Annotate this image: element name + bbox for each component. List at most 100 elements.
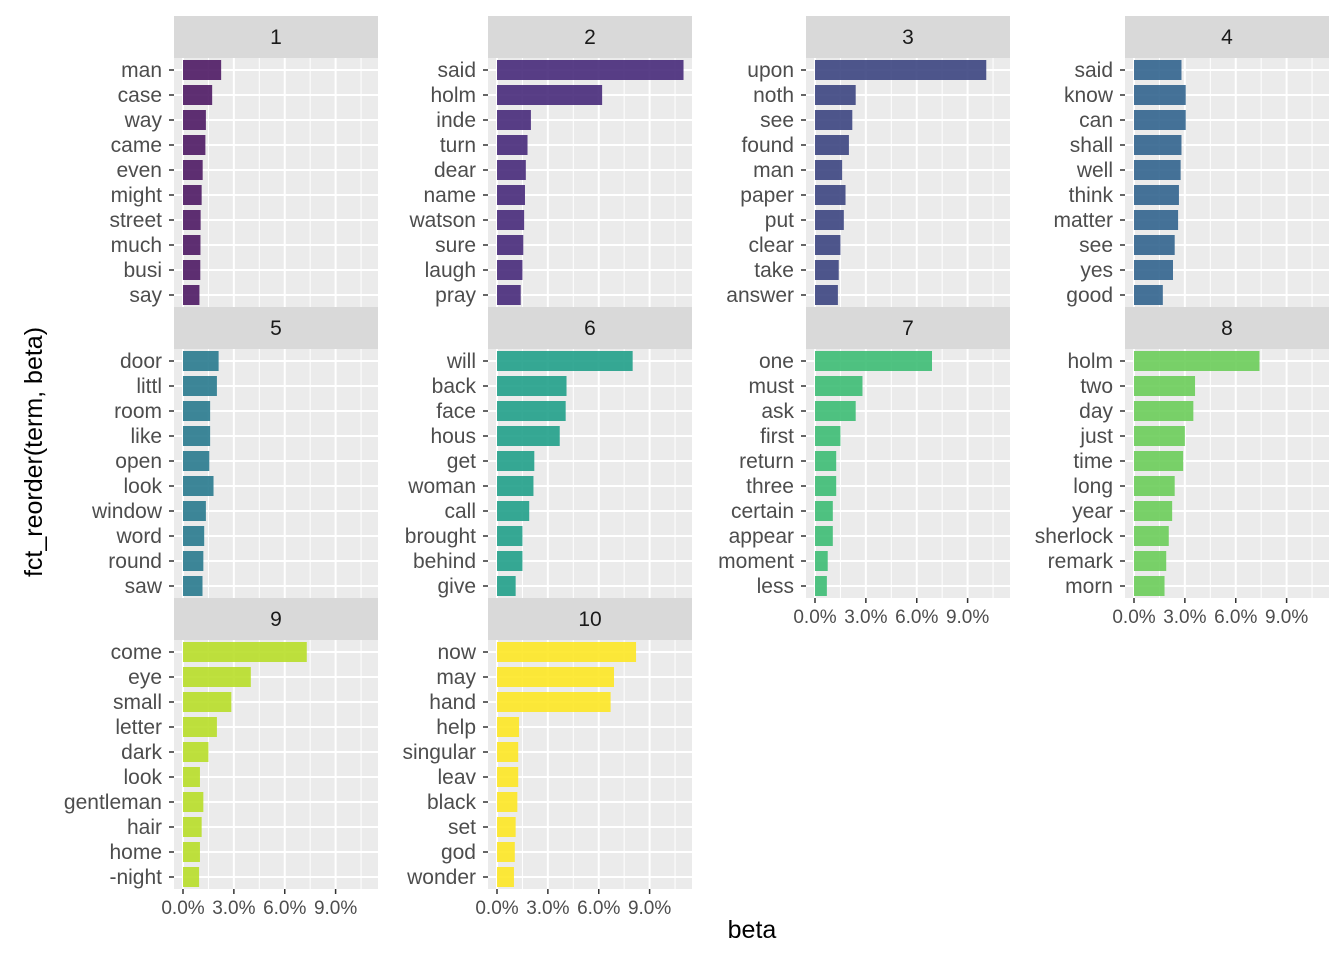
bar-sure	[497, 235, 524, 255]
term-label: open	[115, 450, 162, 473]
bar-hair	[183, 817, 202, 837]
bar-case	[183, 85, 213, 105]
facet-strip	[488, 16, 692, 58]
x-tick-label: 9.0%	[946, 607, 989, 628]
term-label: morn	[1065, 575, 1113, 598]
bar-time	[1134, 451, 1184, 471]
bar-said	[497, 60, 684, 80]
bar-good	[1134, 285, 1163, 305]
facet-strip	[174, 598, 378, 640]
facet-panel-6: 6 willbackfacehousgetwomancallbroughtbehi…	[405, 307, 692, 598]
term-label: get	[447, 450, 476, 473]
bar-paper	[815, 185, 846, 205]
term-label: much	[111, 234, 162, 257]
term-label: room	[114, 400, 162, 423]
term-label: busi	[123, 259, 162, 282]
bar-appear	[815, 526, 833, 546]
term-label: will	[446, 350, 476, 373]
term-label: answer	[726, 284, 794, 307]
x-tick-label: 9.0%	[314, 898, 357, 919]
x-tick-label: 0.0%	[793, 607, 836, 628]
term-label: face	[436, 400, 476, 423]
bar-man	[815, 160, 843, 180]
term-label: way	[124, 109, 163, 132]
facet-strip-label: 5	[270, 317, 282, 340]
bar-street	[183, 210, 201, 230]
bar-one	[815, 351, 932, 371]
x-tick-label: 0.0%	[1112, 607, 1155, 628]
term-label: yes	[1080, 259, 1113, 282]
bar-upon	[815, 60, 987, 80]
x-tick-label: 0.0%	[475, 898, 518, 919]
term-label: must	[748, 375, 794, 398]
facet-strip-label: 7	[902, 317, 914, 340]
bar-think	[1134, 185, 1179, 205]
facet-strip	[488, 307, 692, 349]
bar-long	[1134, 476, 1175, 496]
bar-remark	[1134, 551, 1167, 571]
x-tick-label: 3.0%	[526, 898, 569, 919]
bar-word	[183, 526, 205, 546]
bar-hous	[497, 426, 560, 446]
x-tick-label: 3.0%	[1163, 607, 1206, 628]
facet-strip	[1125, 307, 1329, 349]
term-label: know	[1064, 84, 1114, 107]
x-tick-label: 3.0%	[844, 607, 887, 628]
bar-black	[497, 792, 518, 812]
facet-strip-label: 4	[1221, 26, 1233, 49]
bar-behind	[497, 551, 523, 571]
term-label: leav	[437, 766, 476, 789]
bar-now	[497, 642, 637, 662]
term-label: less	[757, 575, 794, 598]
bar-name	[497, 185, 525, 205]
facet-panel-2: 2 saidholmindeturndearnamewatsonsurelaugh…	[408, 16, 692, 307]
bar-well	[1134, 160, 1181, 180]
bar-clear	[815, 235, 841, 255]
term-label: god	[441, 841, 476, 864]
facet-strip	[174, 307, 378, 349]
bar-can	[1134, 110, 1186, 130]
bar-come	[183, 642, 307, 662]
term-label: clear	[748, 234, 794, 257]
term-label: now	[437, 641, 476, 664]
bar-god	[497, 842, 515, 862]
term-label: can	[1079, 109, 1113, 132]
term-label: time	[1073, 450, 1113, 473]
term-label: see	[1079, 234, 1113, 257]
bar-call	[497, 501, 530, 521]
facet-strip-label: 6	[584, 317, 596, 340]
bar-year	[1134, 501, 1173, 521]
facet-strip	[174, 16, 378, 58]
bar-round	[183, 551, 204, 571]
bar-certain	[815, 501, 833, 521]
bar-door	[183, 351, 219, 371]
bar-littl	[183, 376, 217, 396]
bar-turn	[497, 135, 528, 155]
term-label: call	[444, 500, 476, 523]
facet-panel-10: 10 nowmayhandhelpsingularleavblacksetgodw…	[402, 598, 692, 919]
facet-panel-7: 7 onemustaskfirstreturnthreecertainappear…	[718, 307, 1010, 628]
term-label: door	[120, 350, 162, 373]
bar-small	[183, 692, 232, 712]
bar-found	[815, 135, 849, 155]
facet-panel-5: 5 doorlittlroomlikeopenlookwindowwordroun…	[91, 307, 378, 598]
term-label: window	[91, 500, 163, 523]
bar-pray	[497, 285, 521, 305]
facet-panel-4: 4 saidknowcanshallwellthinkmatterseeyesgo…	[1053, 16, 1329, 307]
term-label: day	[1079, 400, 1113, 423]
term-label: name	[423, 184, 476, 207]
bar-day	[1134, 401, 1194, 421]
bar-must	[815, 376, 863, 396]
term-label: noth	[753, 84, 794, 107]
x-tick-label: 9.0%	[1265, 607, 1308, 628]
term-label: hair	[127, 816, 162, 839]
bar-said	[1134, 60, 1182, 80]
term-label: pray	[435, 284, 476, 307]
term-label: put	[765, 209, 794, 232]
facet-panel-9: 9 comeeyesmallletterdarklookgentlemanhair…	[64, 598, 378, 919]
term-label: watson	[408, 209, 476, 232]
term-label: dear	[434, 159, 476, 182]
term-label: see	[760, 109, 794, 132]
term-label: think	[1069, 184, 1114, 207]
